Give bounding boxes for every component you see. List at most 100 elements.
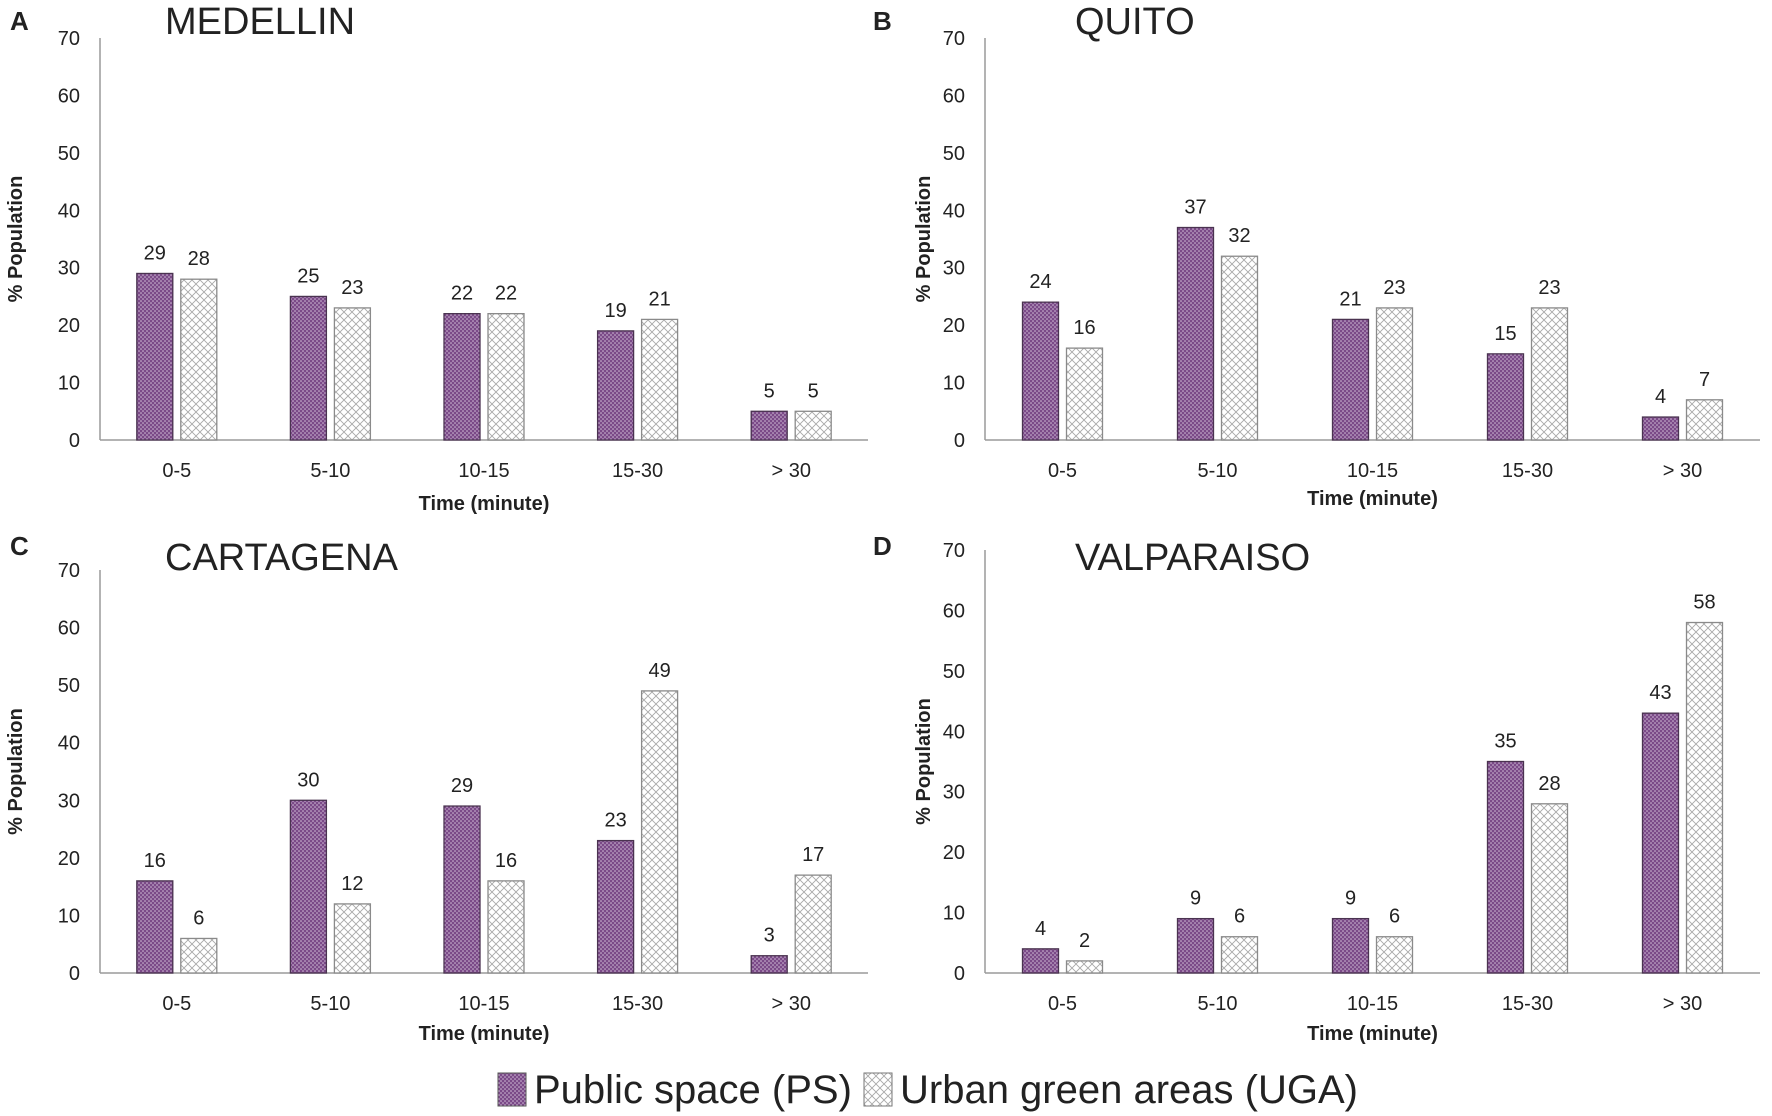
y-tick-label: 10 [943,903,965,925]
y-tick-label: 40 [58,200,80,222]
data-label: 17 [802,844,824,866]
data-label: 16 [1073,317,1095,339]
figure-legend: Public space (PS) Urban green areas (UGA… [497,1068,1358,1112]
y-tick-label: 0 [954,430,965,452]
bar-urban-green [640,690,679,974]
y-tick-label: 40 [58,733,80,755]
y-axis-label: % Population [913,176,935,303]
y-axis-label: % Population [913,698,935,825]
y-tick-label: 60 [943,85,965,107]
bar-urban-green [1685,399,1724,441]
bar-urban-green [1685,621,1724,974]
x-tick-label: 5-10 [310,993,350,1015]
bar-urban-green [180,278,218,441]
y-tick-label: 20 [58,848,80,870]
x-tick-label: > 30 [771,460,810,482]
data-label: 24 [1029,271,1051,293]
panel-letter: B [873,6,892,36]
y-tick-label: 50 [943,143,965,165]
bar-public-space [750,410,788,441]
data-label: 6 [1234,906,1245,928]
data-label: 12 [341,873,363,895]
bar-urban-green [333,903,372,974]
y-tick-label: 10 [58,373,80,395]
chart-title: QUITO [1075,1,1195,43]
y-tick-label: 60 [943,600,965,622]
chart-panel-a: A MEDELLIN 0 10 20 30 40 50 60 70 % Population 0-5 2… [5,1,868,515]
bar-public-space [1331,318,1370,441]
y-tick-label: 10 [943,373,965,395]
bar-urban-green [180,937,218,974]
x-axis-label: Time (minute) [419,1023,550,1045]
x-tick-label: 5-10 [1197,993,1237,1015]
data-label: 23 [604,810,626,832]
data-label: 2 [1079,930,1090,952]
y-tick-label: 70 [58,28,80,50]
y-tick-label: 60 [58,618,80,640]
data-label: 4 [1655,386,1666,408]
y-tick-label: 50 [58,143,80,165]
bar-urban-green [1065,960,1104,974]
bar-urban-green [333,307,372,441]
legend-label-public-space: Public space (PS) [534,1068,852,1112]
y-tick-label: 30 [943,258,965,280]
data-label: 22 [495,283,517,305]
bar-public-space [596,839,635,974]
data-label: 5 [764,380,775,402]
data-label: 21 [1339,288,1361,310]
x-axis-label: Time (minute) [1307,1023,1438,1045]
bar-public-space [596,330,635,441]
x-tick-label: 10-15 [458,993,509,1015]
legend-label-urban-green: Urban green areas (UGA) [900,1068,1358,1112]
bar-public-space [136,880,174,974]
bar-public-space [289,799,328,974]
y-tick-label: 30 [58,258,80,280]
bar-urban-green [794,874,832,974]
data-label: 30 [297,769,319,791]
data-label: 28 [1538,773,1560,795]
y-tick-label: 20 [943,315,965,337]
data-label: 23 [341,277,363,299]
data-label: 6 [193,907,204,929]
y-tick-label: 50 [58,675,80,697]
bar-urban-green [1530,803,1569,974]
bar-public-space [1176,226,1215,441]
y-tick-label: 20 [943,842,965,864]
y-axis-label: % Population [5,176,27,303]
bar-urban-green [1530,307,1569,441]
x-tick-label: 0-5 [162,993,191,1015]
x-tick-label: > 30 [771,993,810,1015]
y-tick-label: 20 [58,315,80,337]
y-axis-label: % Population [5,708,27,835]
chart-title: VALPARAISO [1075,537,1310,579]
bar-public-space [1021,948,1060,974]
bar-public-space [750,955,788,974]
panel-letter: C [10,531,29,561]
bar-urban-green [487,880,525,974]
bar-public-space [1176,917,1215,974]
legend-swatch-urban-green [863,1072,893,1107]
data-label: 58 [1693,592,1715,614]
legend-swatch-public-space [497,1072,527,1107]
y-tick-label: 0 [69,963,80,985]
data-label: 29 [144,242,166,264]
y-tick-label: 0 [954,963,965,985]
data-label: 35 [1494,731,1516,753]
y-tick-label: 70 [943,28,965,50]
data-label: 15 [1494,323,1516,345]
data-label: 32 [1228,225,1250,247]
chart-panel-c: C CARTAGENA 0 10 20 30 40 50 60 70 % Population 0-5… [5,531,868,1045]
x-tick-label: > 30 [1663,460,1702,482]
x-tick-label: 10-15 [458,460,509,482]
y-tick-label: 30 [58,790,80,812]
bar-public-space [289,295,328,441]
y-tick-label: 40 [943,721,965,743]
y-tick-label: 70 [58,560,80,582]
data-label: 29 [451,775,473,797]
bar-public-space [1331,917,1370,974]
bar-public-space [1486,353,1525,441]
bar-urban-green [1065,347,1104,441]
data-label: 43 [1649,682,1671,704]
